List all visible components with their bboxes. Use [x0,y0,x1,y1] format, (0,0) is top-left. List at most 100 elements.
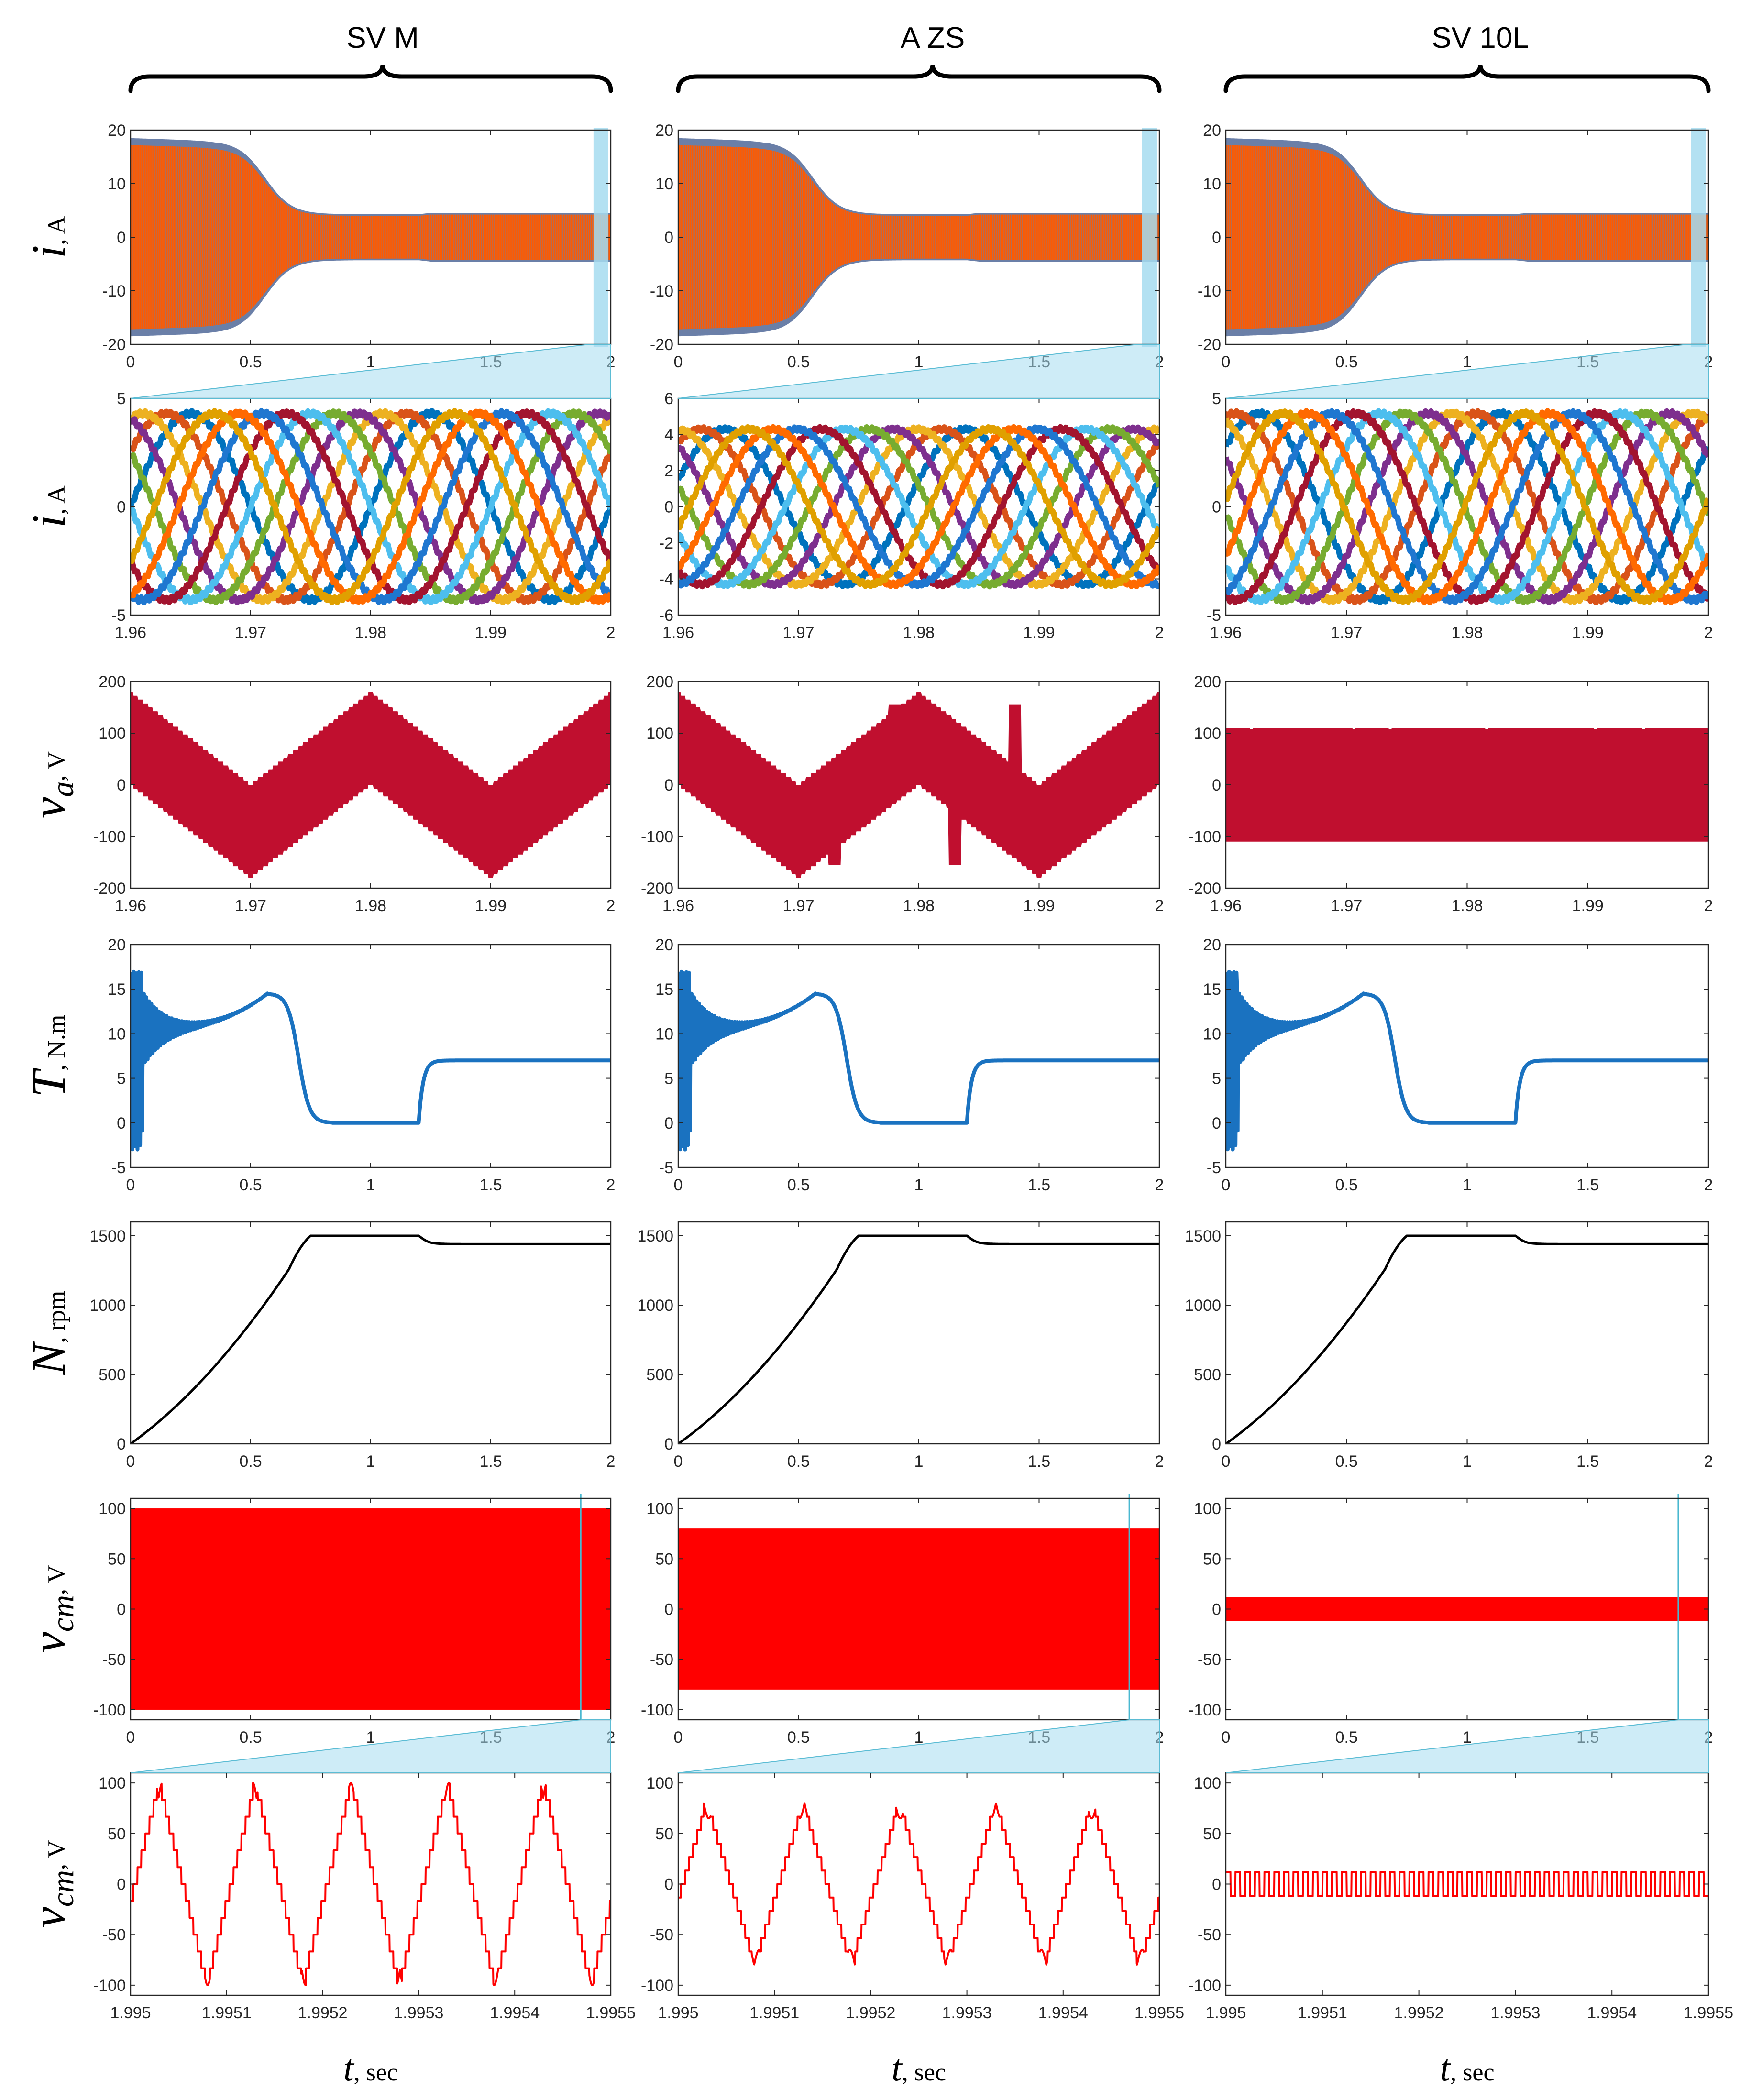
y-label-unit: , A [43,485,70,515]
x-tick-label: 0 [1222,1176,1231,1194]
x-label-symbol: t [892,2047,903,2089]
y-label-symbol: v [22,1906,75,1928]
y-tick-label: 100 [99,725,126,743]
y-tick-label: 0 [117,1435,126,1453]
torque-trace [1226,969,1708,1152]
plot-area [1226,1871,1708,1897]
x-tick-label: 0.5 [239,1728,262,1747]
column-brace [128,64,613,93]
y-tick-label: 0 [117,229,126,247]
y-tick-label: 200 [646,673,673,691]
x-tick-label: 1.9955 [1684,2004,1733,2022]
x-tick-label: 1.5 [479,1176,502,1194]
y-tick-label: -50 [650,1926,673,1944]
axes-box [1225,1221,1709,1445]
y-tick-label: 0 [117,1114,126,1132]
plot-area [678,138,1159,337]
y-axis-label-ia_zoom: i, A [22,485,75,528]
x-tick-label: 0 [126,353,135,371]
x-tick-label: 1.5 [1576,1452,1599,1471]
x-tick-label: 2 [1704,1176,1713,1194]
y-tick-label: -100 [93,1977,126,1995]
x-tick-label: 0 [126,1728,135,1747]
zoom-connector [678,344,1160,399]
x-tick-label: 0.5 [787,1728,810,1747]
panel-speed-azs: 0 0.5 1 1.5 2 0 500 1000 1500 [637,1221,1164,1471]
y-axis-label-ia_full: i, A [22,216,75,258]
y-tick-label: 5 [117,390,126,408]
plot-area [131,1234,611,1444]
phase-current-4 [131,408,611,605]
y-tick-label: -10 [650,282,673,300]
x-tick-label: 1.97 [235,624,266,642]
zoom-window [1691,128,1706,347]
x-tick-label: 1.98 [903,624,935,642]
y-tick-label: 50 [655,1550,673,1568]
y-tick-label: -20 [102,336,126,354]
y-tick-label: -5 [1207,1159,1221,1177]
x-tick-label: 1.98 [355,897,386,915]
y-tick-label: -5 [111,1159,126,1177]
voltage-notch [1594,725,1597,729]
x-tick-label: 1 [914,1452,924,1471]
panel-ia_zoom-azs: 1.96 1.97 1.98 1.99 2 -6 -4 -2 0 2 4 6 [659,390,1164,642]
x-tick-label: 1 [1463,1728,1472,1747]
y-tick-label: 2 [664,462,673,480]
y-axis-label-text: i, A [22,485,75,528]
axes-box [677,1221,1160,1445]
x-tick-label: 0.5 [787,353,810,371]
x-tick-label: 1.99 [475,624,507,642]
x-tick-label: 0 [674,1176,683,1194]
y-tick-label: 0 [664,229,673,247]
x-tick-label: 1.98 [903,897,935,915]
x-tick-label: 1.99 [1572,624,1604,642]
plot-area [131,969,611,1152]
x-tick-label: 1.96 [1210,624,1242,642]
x-tick-label: 1.995 [1205,2004,1246,2022]
x-tick-label: 1.96 [1210,897,1242,915]
y-label-subscript: a [45,781,80,797]
x-tick-label: 1.97 [1331,624,1362,642]
y-tick-label: 15 [655,980,673,999]
y-tick-label: -4 [659,571,673,589]
x-tick-label: 2 [1155,1176,1164,1194]
y-label-symbol: N [22,1341,75,1375]
voltage-notch [1352,725,1355,729]
x-tick-label: 1.99 [1572,897,1604,915]
x-tick-label: 0 [1222,353,1231,371]
y-tick-label: 0 [1212,1114,1221,1132]
x-tick-label: 1.97 [782,897,814,915]
y-tick-label: 20 [1203,121,1221,140]
panel-vcm_zoom-sv10l: 1.995 1.9951 1.9952 1.9953 1.9954 1.9955 -100 -… [1189,1772,1733,2022]
y-tick-label: -50 [102,1651,126,1669]
y-tick-label: -10 [1198,282,1221,300]
y-axis-label-text: vcm, V [22,1565,80,1653]
plot-area [131,138,611,337]
speed-trace [1226,1234,1708,1444]
x-tick-label: 2 [1704,624,1713,642]
common-mode-band [131,1508,611,1710]
y-tick-label: 1000 [1185,1297,1221,1315]
phase-current-5 [1226,408,1708,605]
zoom-window [593,128,608,347]
x-tick-label: 1.9954 [490,2004,540,2022]
y-axis-label-text: i, A [22,216,75,258]
x-tick-label: 1.97 [782,624,814,642]
y-tick-label: 0 [1212,1601,1221,1619]
x-tick-label: 1 [914,1728,924,1747]
y-tick-label: -100 [641,1977,673,1995]
common-mode-band [678,1528,1159,1690]
column-brace [1223,64,1711,93]
x-tick-label: 1.9953 [1490,2004,1540,2022]
speed-trace [131,1234,611,1444]
y-label-symbol: v [22,797,75,818]
x-tick-label: 1.98 [355,624,386,642]
y-tick-label: -5 [1207,606,1221,625]
y-axis-label-text: vcm, V [22,1840,80,1928]
y-tick-label: 10 [655,175,673,193]
x-tick-label: 0.5 [1335,1452,1358,1471]
